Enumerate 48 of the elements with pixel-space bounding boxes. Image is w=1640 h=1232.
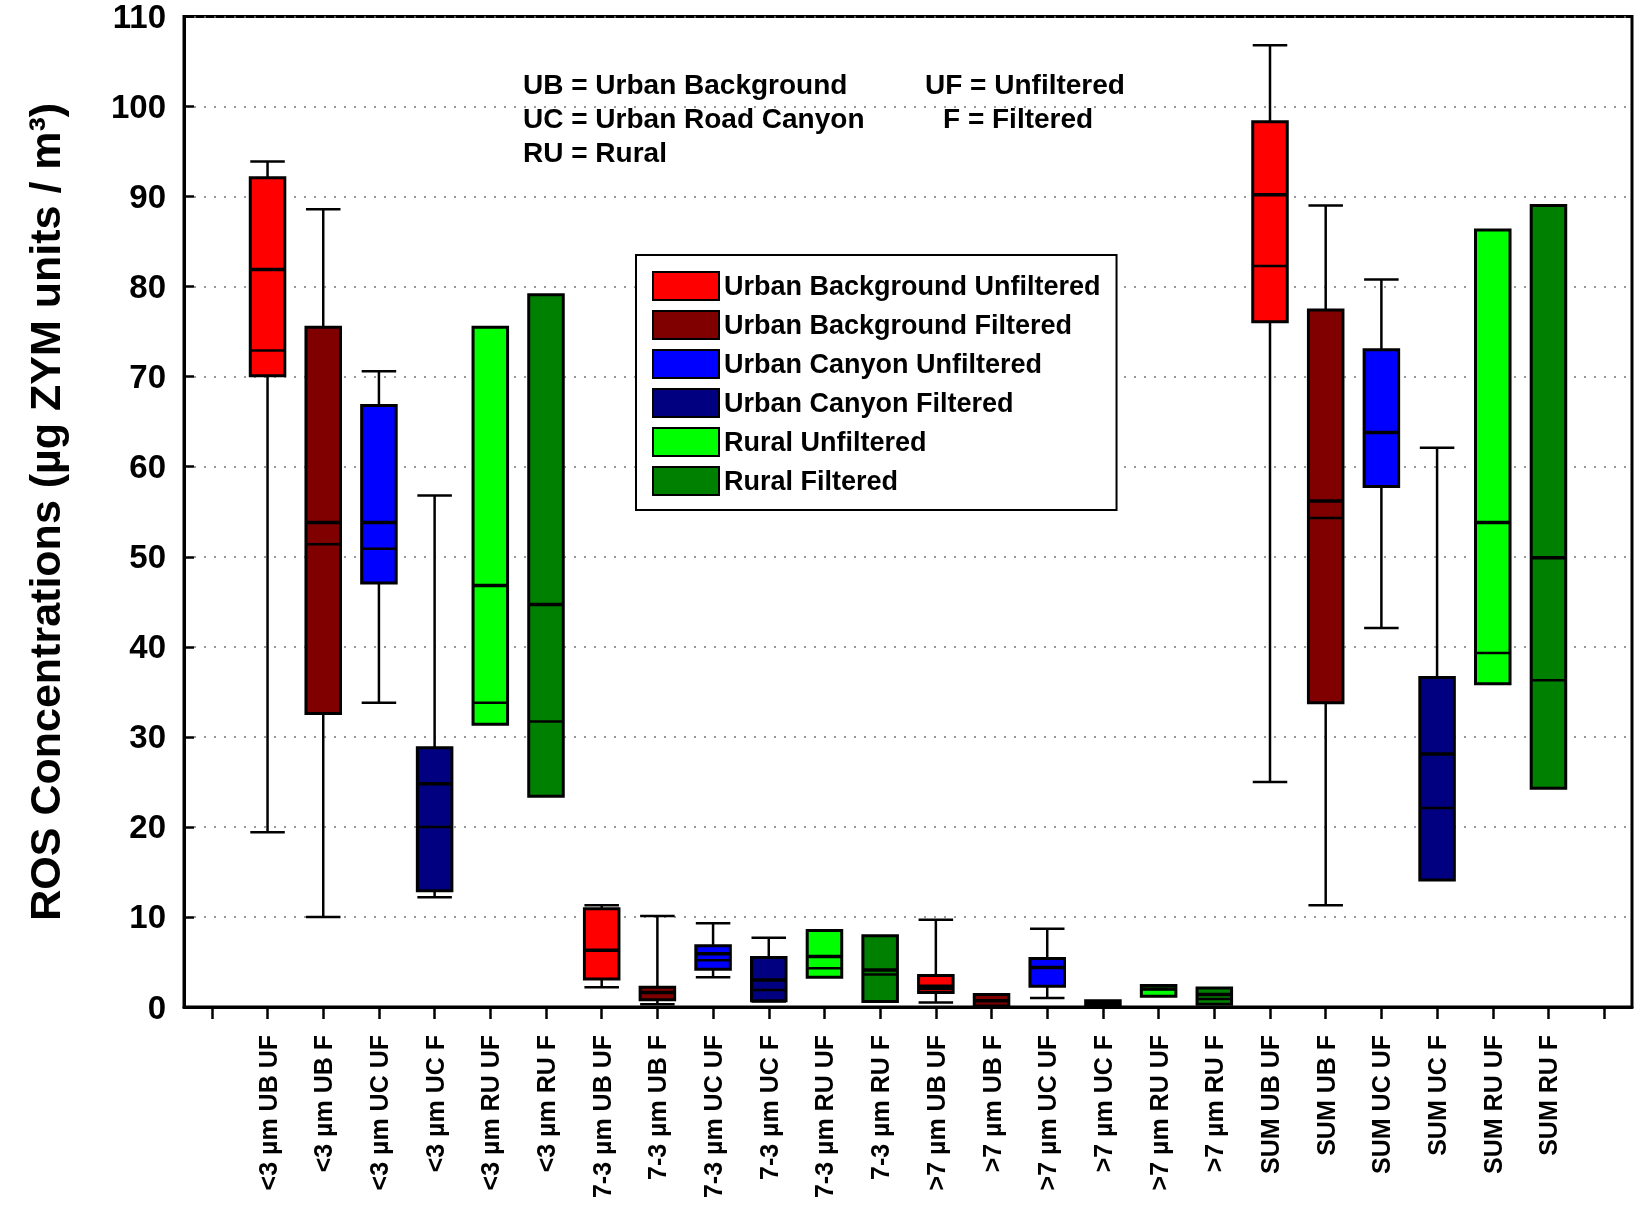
legend-label: Urban Background Filtered	[724, 310, 1073, 340]
x-tick-label: <3 µm UC UF	[364, 1035, 393, 1191]
x-tick-label: SUM UB UF	[1256, 1035, 1284, 1174]
legend-label: Rural Filtered	[724, 466, 899, 496]
y-tick-label: 90	[129, 178, 166, 216]
y-tick-label: 70	[129, 358, 166, 396]
legend-label: Rural Unfiltered	[724, 427, 927, 457]
annotation: F = Filtered	[943, 102, 1094, 134]
x-tick-label: <3 µm UB UF	[253, 1035, 282, 1191]
y-tick-label: 30	[129, 718, 166, 756]
x-tick-label: >7 µm RU F	[1200, 1035, 1229, 1173]
x-tick-label: >7 µm UC F	[1088, 1035, 1117, 1173]
y-tick-label: 100	[110, 88, 166, 126]
x-tick-label: <3 µm RU F	[532, 1035, 560, 1173]
legend-label: Urban Background Unfiltered	[724, 271, 1101, 301]
y-tick-label: 10	[129, 898, 166, 936]
y-tick-label: 20	[129, 808, 166, 846]
x-tick-label: <3 µm UB F	[309, 1035, 338, 1173]
x-tick-label: 7-3 µm UC UF	[699, 1035, 728, 1199]
y-axis-title: ROS Concentrations (µg ZYM units / m³)	[20, 102, 69, 921]
annotation: UB = Urban Background	[523, 68, 848, 100]
y-tick-label: 60	[129, 448, 166, 486]
x-tick-label: >7 µm UB F	[977, 1035, 1006, 1173]
x-tick-label: >7 µm UC UF	[1033, 1035, 1062, 1191]
y-tick-label: 80	[129, 268, 166, 306]
y-tick-label: 40	[129, 628, 166, 666]
x-tick-label: 7-3 µm UB UF	[587, 1035, 616, 1199]
x-tick-label: <3 µm RU UF	[476, 1035, 505, 1191]
legend-label: Urban Canyon Unfiltered	[724, 349, 1043, 379]
x-tick-label: <3 µm UC F	[420, 1035, 449, 1173]
annotation: UC = Urban Road Canyon	[523, 102, 865, 134]
x-tick-label: >7 µm UB UF	[921, 1035, 950, 1191]
x-tick-label: 7-3 µm RU F	[866, 1035, 895, 1180]
x-tick-label: SUM UC UF	[1367, 1035, 1396, 1174]
x-tick-label: SUM RU F	[1534, 1035, 1563, 1156]
x-tick-label: 7-3 µm UB F	[643, 1035, 672, 1180]
x-tick-label: >7 µm RU UF	[1144, 1035, 1173, 1191]
x-tick-label: SUM UC F	[1423, 1035, 1452, 1156]
y-tick-label: 0	[147, 988, 166, 1026]
x-tick-label: SUM UB F	[1311, 1035, 1340, 1156]
x-tick-label: 7-3 µm RU UF	[810, 1035, 839, 1199]
y-tick-label: 110	[112, 0, 166, 35]
y-tick-label: 50	[129, 538, 166, 576]
annotation: UF = Unfiltered	[925, 68, 1125, 100]
annotation: RU = Rural	[523, 136, 667, 168]
legend-label: Urban Canyon Filtered	[724, 388, 1014, 418]
x-tick-label: 7-3 µm UC F	[754, 1035, 783, 1180]
x-tick-label: SUM RU UF	[1478, 1035, 1507, 1174]
